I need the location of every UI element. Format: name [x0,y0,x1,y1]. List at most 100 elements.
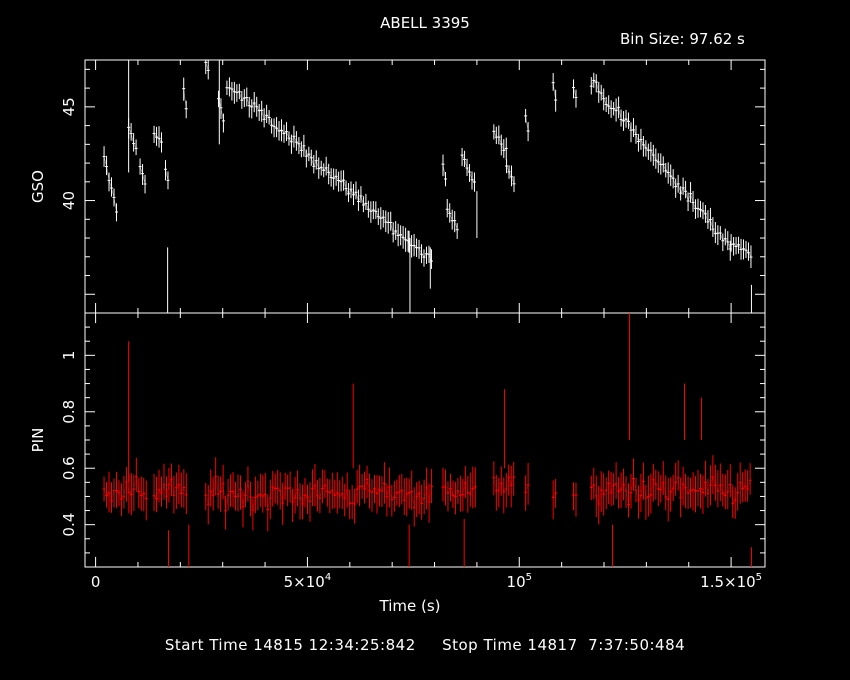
data-link [638,495,642,501]
data-link [328,172,332,178]
data-link [725,238,729,243]
data-link [628,492,632,505]
data-link [341,493,345,499]
data-link [743,248,747,251]
data-link [715,485,719,492]
data-link [606,104,609,107]
data-link [675,477,679,483]
data-link [426,487,430,502]
data-link [376,489,380,494]
data-link [421,254,425,258]
data-link [252,497,256,511]
data-link [501,143,505,151]
data-link [508,477,512,486]
data-link [103,156,107,167]
data-link [301,145,305,151]
data-link [262,494,266,497]
data-link [707,219,711,223]
data-link [457,490,461,496]
data-link [368,209,372,212]
data-link [613,483,617,486]
data-link [395,230,399,236]
data-link [680,187,684,194]
data-link [591,485,594,488]
data-link [265,494,269,510]
data-link [712,228,716,234]
data-link [710,219,714,230]
data-link [324,485,328,492]
data-link [672,482,676,489]
data-link [421,498,425,504]
y-axis-title-gso: GSO [29,170,47,203]
y-tick-label: 0.8 [60,400,78,424]
data-link [610,485,614,493]
data-link [593,485,597,497]
data-link [729,484,734,504]
data-link [498,136,502,145]
data-link [525,484,529,493]
data-link [635,134,639,142]
data-link [390,222,394,234]
data-link [334,492,338,496]
data-link [653,154,657,161]
data-link [506,165,510,172]
data-link [365,203,369,210]
data-link [299,497,303,505]
data-link [349,502,353,505]
data-link [697,488,701,492]
data-link [378,216,381,219]
data-link [447,488,451,494]
data-link [118,492,122,500]
data-link [705,213,709,222]
y-axis-title-pin: PIN [29,428,47,453]
data-link [423,253,427,258]
data-link [409,491,412,493]
data-link [116,490,120,493]
data-link [401,490,405,501]
data-link [271,124,275,127]
data-link [168,479,172,485]
data-link [163,484,167,497]
data-link [615,483,619,492]
data-link [375,211,379,217]
y-tick-label: 1 [60,351,78,361]
data-link [658,161,661,165]
data-link [620,119,624,122]
data-link [313,160,317,167]
data-link [613,108,617,111]
data-link [253,102,257,107]
data-link [306,153,310,157]
y-tick-label: 40 [60,191,78,210]
data-link [402,237,406,241]
data-link [705,482,709,494]
data-link [403,493,408,501]
data-link [511,176,515,184]
data-link [623,118,627,122]
data-link [381,483,385,492]
data-link [343,180,347,189]
data-link [400,234,404,238]
data-link [640,481,644,496]
data-link [428,486,432,502]
data-link [183,487,187,495]
data-link [392,230,396,235]
data-link [665,170,669,173]
data-link [281,130,285,134]
data-link [552,82,556,101]
data-link [379,489,383,492]
data-link [662,164,667,171]
data-link [469,171,473,180]
data-link [308,153,312,158]
data-link [748,252,752,258]
data-link [445,487,449,494]
data-link [418,247,422,255]
data-link [321,167,324,171]
data-link [667,491,671,500]
data-link [311,157,315,167]
data-link [618,107,622,120]
data-link [406,492,410,495]
data-link [108,492,112,501]
data-link [640,139,644,145]
data-link [348,189,352,194]
